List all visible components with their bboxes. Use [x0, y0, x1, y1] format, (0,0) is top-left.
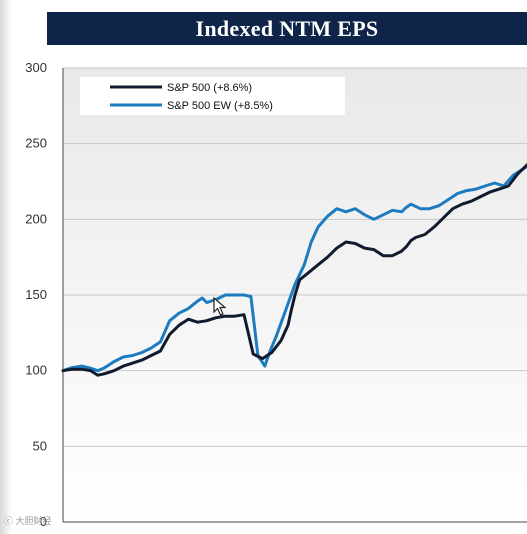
y-tick-label: 300	[25, 60, 47, 75]
window-left-edge	[0, 0, 12, 534]
legend: S&P 500 (+8.6%) S&P 500 EW (+8.5%)	[80, 77, 345, 115]
y-tick-label: 250	[25, 136, 47, 151]
y-axis-ticks: 0 50 100 150 200 250 300	[25, 60, 47, 529]
legend-label-1: S&P 500 EW (+8.5%)	[167, 100, 273, 112]
series-line-1	[61, 164, 527, 373]
series-line-0	[61, 163, 527, 377]
y-tick-label: 200	[25, 211, 47, 226]
legend-label-0: S&P 500 (+8.6%)	[167, 82, 252, 94]
y-tick-label: 0	[40, 514, 47, 529]
y-tick-label: 50	[33, 438, 47, 453]
series-lines	[61, 163, 527, 377]
watermark: ⓒ 大胆财经	[4, 516, 52, 526]
chart-title-bar: Indexed NTM EPS	[47, 12, 527, 45]
y-tick-label: 150	[25, 287, 47, 302]
legend-box	[80, 77, 345, 115]
arrow-cursor-icon	[213, 297, 227, 316]
y-tick-label: 100	[25, 363, 47, 378]
chart-title: Indexed NTM EPS	[195, 15, 379, 41]
axes	[62, 68, 527, 523]
